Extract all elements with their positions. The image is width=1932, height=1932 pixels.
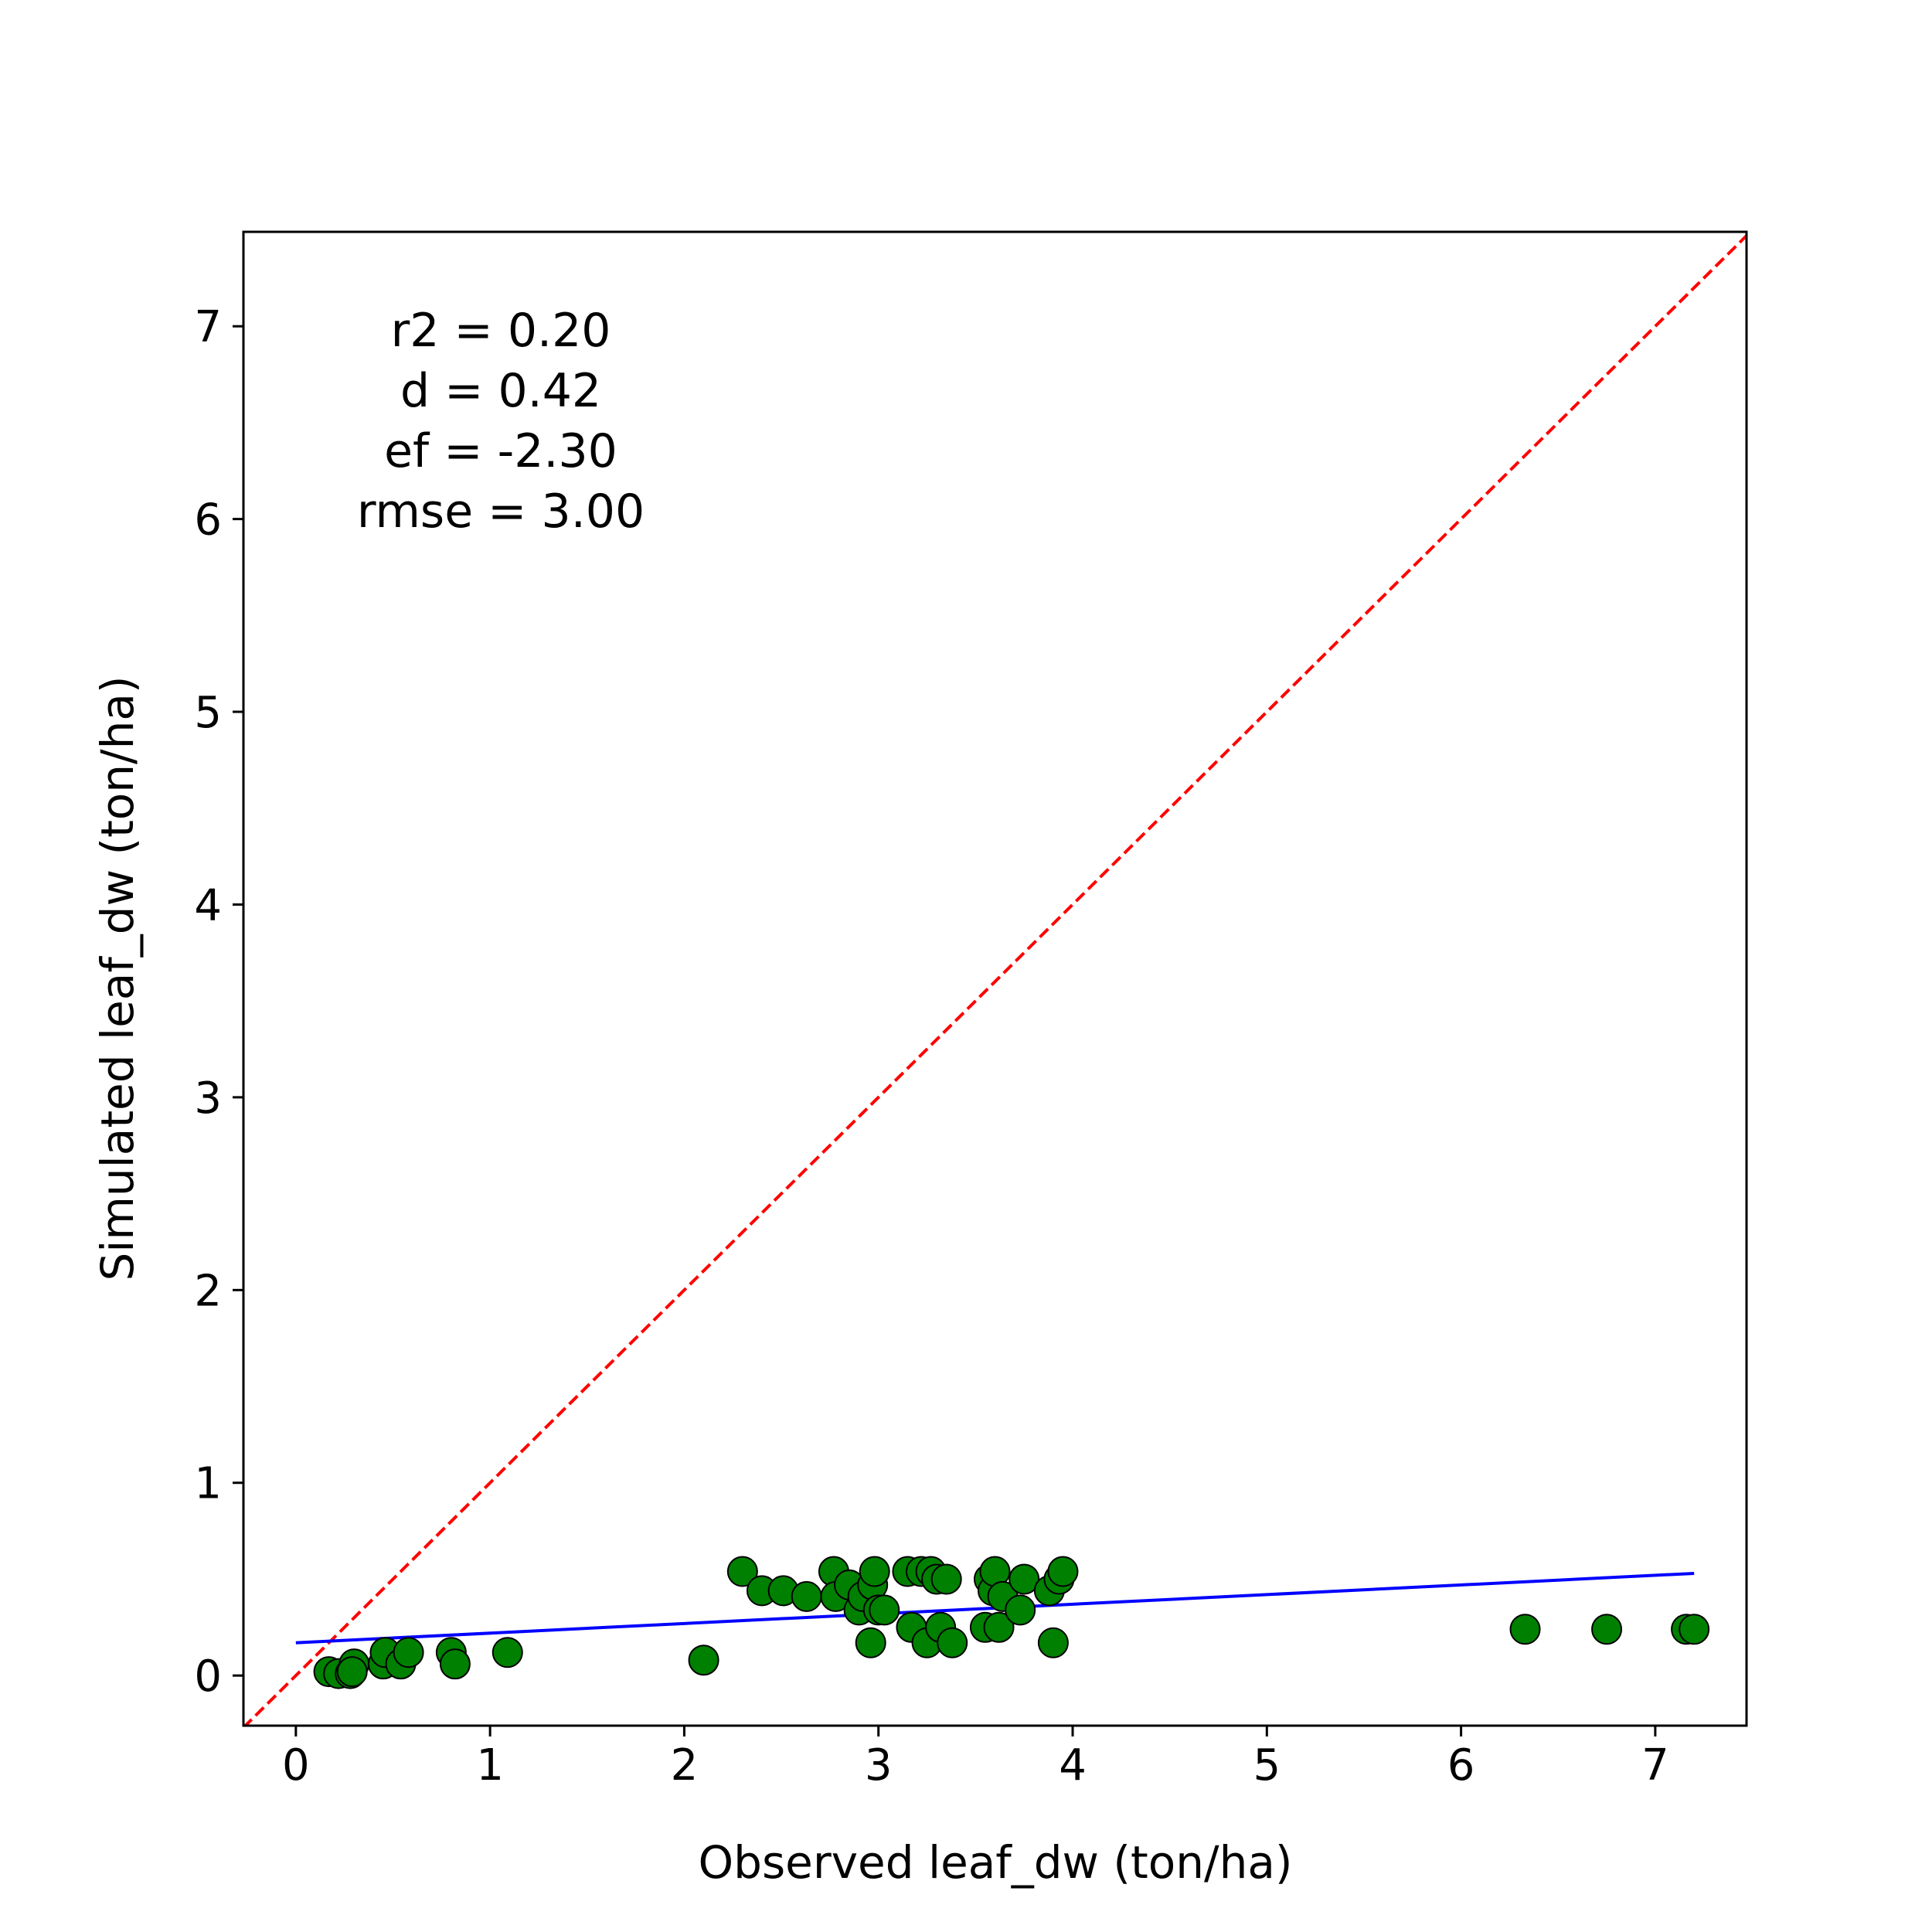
data-point xyxy=(791,1580,822,1612)
y-tick-label: 6 xyxy=(194,495,222,546)
data-point xyxy=(1009,1563,1040,1595)
x-tick-label: 5 xyxy=(1253,1740,1281,1791)
y-tick-label: 3 xyxy=(194,1073,222,1124)
data-points xyxy=(313,1556,1710,1689)
data-point xyxy=(1047,1556,1079,1587)
data-point xyxy=(937,1627,968,1658)
y-tick-label: 2 xyxy=(194,1266,222,1316)
data-point xyxy=(336,1656,368,1688)
x-axis-ticks: 0 1 2 3 4 5 6 7 xyxy=(282,1726,1669,1791)
stats-annotation: r2 = 0.20 d = 0.42 ef = -2.30 rmse = 3.00 xyxy=(357,304,645,539)
x-tick-label: 3 xyxy=(865,1740,893,1791)
y-axis-ticks: 0 1 2 3 4 5 6 7 xyxy=(194,302,243,1702)
x-axis-label: Observed leaf_dw (ton/ha) xyxy=(698,1836,1292,1889)
x-tick-label: 6 xyxy=(1447,1740,1475,1791)
data-point xyxy=(1509,1614,1541,1645)
y-tick-label: 1 xyxy=(194,1459,222,1509)
x-tick-label: 7 xyxy=(1641,1740,1669,1791)
plot-area xyxy=(243,233,1747,1726)
data-point xyxy=(1679,1614,1710,1645)
data-point xyxy=(983,1611,1015,1643)
data-point xyxy=(1037,1627,1069,1658)
y-tick-label: 5 xyxy=(194,688,222,738)
data-point xyxy=(726,1556,758,1587)
x-tick-label: 1 xyxy=(476,1740,504,1791)
identity-line-layer xyxy=(243,233,1747,1726)
y-tick-label: 4 xyxy=(194,880,222,930)
y-tick-label: 7 xyxy=(194,302,222,352)
data-point xyxy=(869,1594,900,1626)
data-point xyxy=(855,1627,886,1658)
data-point xyxy=(1005,1594,1036,1626)
data-point xyxy=(492,1637,523,1668)
stat-line: ef = -2.30 xyxy=(384,424,617,478)
plot-frame xyxy=(242,230,1748,1727)
y-axis-label: Simulated leaf_dw (ton/ha) xyxy=(91,675,144,1281)
data-point xyxy=(859,1556,890,1587)
x-tick-label: 4 xyxy=(1059,1740,1087,1791)
x-tick-label: 0 xyxy=(282,1740,310,1791)
y-tick-label: 0 xyxy=(194,1651,222,1702)
x-tick-label: 2 xyxy=(671,1740,699,1791)
data-point xyxy=(393,1637,424,1668)
identity-line xyxy=(243,233,1747,1726)
data-point xyxy=(688,1645,719,1676)
stat-line: d = 0.42 xyxy=(400,364,601,418)
stat-line: rmse = 3.00 xyxy=(357,485,645,539)
stat-line: r2 = 0.20 xyxy=(391,304,611,358)
data-point xyxy=(1591,1614,1623,1645)
data-point xyxy=(439,1648,471,1680)
data-point xyxy=(930,1563,962,1595)
